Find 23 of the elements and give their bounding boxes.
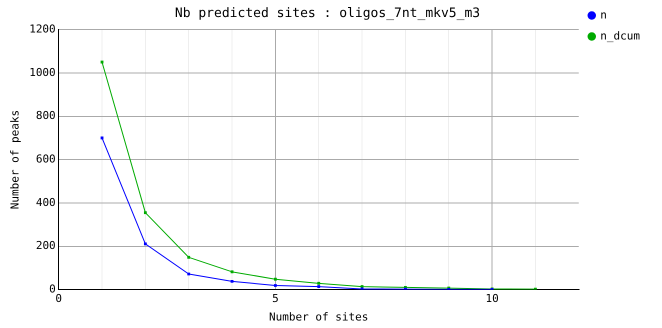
point xyxy=(274,284,277,287)
x-axis-title: Number of sites xyxy=(269,310,368,324)
point xyxy=(230,270,234,274)
y-tick-label: 1000 xyxy=(29,66,56,79)
y-tick-label: 800 xyxy=(36,109,56,122)
x-tick-label: 10 xyxy=(485,292,499,306)
point xyxy=(187,272,190,276)
y-tick-label: 1200 xyxy=(29,22,56,36)
point xyxy=(144,242,147,246)
chart-title: Nb predicted sites : oligos_7nt_mkv5_m3 xyxy=(174,6,480,22)
legend-label: n xyxy=(600,8,607,22)
point xyxy=(144,211,147,214)
y-tick-label: 200 xyxy=(36,239,56,252)
point xyxy=(100,136,104,140)
point xyxy=(274,278,277,281)
y-tick-label: 600 xyxy=(36,152,56,166)
y-tick-label: 400 xyxy=(36,196,56,209)
legend-label: n_dcum xyxy=(600,29,640,42)
y-axis-title: Number of peaks xyxy=(8,110,22,210)
y-tick-label: 0 xyxy=(49,282,56,296)
x-tick-label: 5 xyxy=(272,292,279,306)
point xyxy=(100,60,104,64)
point xyxy=(317,285,320,288)
